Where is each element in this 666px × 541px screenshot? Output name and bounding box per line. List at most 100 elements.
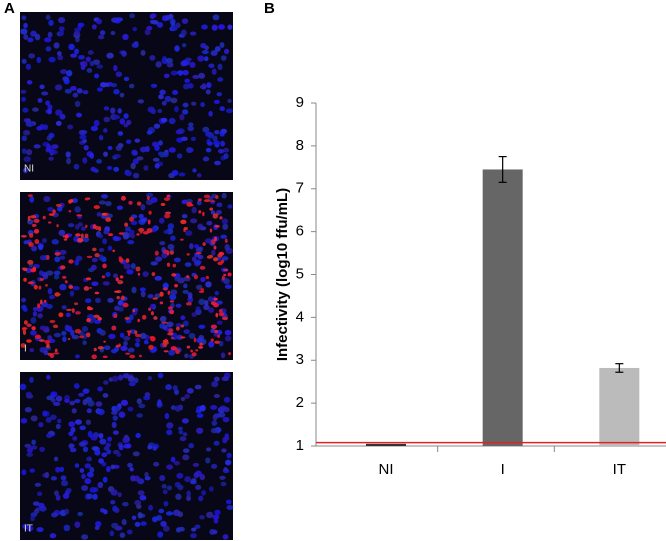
nucleus bbox=[204, 238, 213, 244]
infected-cell bbox=[37, 303, 41, 309]
nucleus bbox=[84, 478, 92, 485]
nucleus bbox=[68, 223, 75, 228]
nucleus bbox=[23, 22, 28, 29]
nucleus bbox=[208, 110, 213, 117]
nucleus bbox=[205, 130, 210, 137]
nucleus bbox=[126, 529, 133, 535]
nucleus bbox=[227, 98, 232, 103]
nucleus bbox=[74, 48, 79, 55]
x-tick-label: NI bbox=[379, 461, 394, 478]
nucleus bbox=[174, 45, 180, 52]
nucleus bbox=[214, 290, 219, 296]
infected-cell bbox=[170, 346, 177, 351]
nucleus bbox=[156, 22, 164, 28]
nucleus bbox=[168, 147, 176, 153]
nucleus bbox=[78, 129, 86, 136]
nucleus bbox=[192, 74, 200, 79]
nucleus bbox=[28, 53, 36, 59]
nucleus bbox=[114, 17, 122, 24]
infected-cell bbox=[168, 328, 174, 333]
nucleus bbox=[68, 421, 76, 428]
nucleus bbox=[80, 60, 88, 68]
nucleus bbox=[93, 319, 102, 324]
infected-cell bbox=[212, 213, 219, 217]
nucleus bbox=[220, 352, 226, 359]
nucleus bbox=[36, 491, 43, 497]
nucleus bbox=[161, 117, 168, 123]
infected-cell bbox=[115, 344, 120, 348]
nucleus bbox=[195, 306, 201, 311]
infected-cell bbox=[209, 228, 213, 233]
infected-cell bbox=[210, 324, 218, 330]
infected-cell bbox=[112, 249, 116, 253]
nucleus bbox=[134, 499, 142, 506]
nucleus bbox=[92, 59, 101, 65]
nucleus bbox=[180, 396, 186, 402]
nucleus bbox=[213, 393, 220, 399]
nucleus bbox=[223, 147, 230, 153]
nucleus bbox=[56, 51, 62, 57]
nucleus bbox=[46, 270, 54, 276]
infected-cell bbox=[200, 288, 205, 292]
infected-cell bbox=[185, 302, 192, 306]
nucleus bbox=[41, 238, 47, 244]
infected-cell bbox=[150, 311, 154, 316]
y-tick-label: 5 bbox=[296, 265, 304, 282]
nucleus bbox=[176, 70, 184, 75]
nucleus bbox=[71, 334, 80, 340]
nucleus bbox=[137, 99, 145, 104]
infected-cell bbox=[21, 267, 27, 270]
nucleus bbox=[98, 458, 104, 464]
nucleus bbox=[89, 152, 95, 159]
nucleus bbox=[96, 64, 104, 69]
nucleus bbox=[221, 218, 229, 225]
nucleus bbox=[180, 136, 188, 142]
infected-cell bbox=[30, 215, 37, 219]
nucleus bbox=[190, 533, 197, 539]
nucleus bbox=[219, 106, 226, 112]
nucleus bbox=[64, 398, 70, 403]
infected-cell bbox=[188, 203, 194, 207]
nucleus bbox=[194, 524, 201, 529]
infected-cell bbox=[183, 227, 189, 231]
infected-cell bbox=[87, 307, 94, 311]
nucleus bbox=[182, 320, 189, 327]
nucleus bbox=[95, 521, 102, 527]
y-tick-label: 1 bbox=[296, 437, 304, 454]
nucleus bbox=[98, 233, 104, 239]
infected-cell bbox=[148, 307, 152, 311]
nucleus bbox=[210, 404, 218, 410]
infected-cell bbox=[102, 355, 108, 359]
infected-cell bbox=[160, 202, 166, 206]
infected-cell bbox=[33, 228, 40, 234]
nucleus bbox=[169, 18, 176, 25]
nucleus bbox=[186, 388, 194, 394]
nucleus bbox=[90, 166, 96, 172]
nucleus bbox=[45, 100, 51, 106]
infected-cell bbox=[26, 323, 32, 327]
nucleus bbox=[168, 349, 176, 356]
nucleus bbox=[169, 293, 177, 301]
nucleus bbox=[219, 42, 225, 48]
nucleus bbox=[166, 464, 174, 470]
nucleus bbox=[136, 398, 142, 405]
infected-cell bbox=[186, 275, 190, 279]
nucleus bbox=[163, 525, 170, 532]
nucleus bbox=[191, 527, 197, 532]
nucleus bbox=[147, 375, 153, 381]
infected-cell bbox=[105, 217, 112, 222]
nucleus bbox=[89, 60, 95, 67]
nucleus bbox=[188, 122, 194, 127]
nucleus bbox=[195, 261, 201, 266]
nucleus bbox=[167, 223, 175, 230]
nucleus bbox=[172, 385, 178, 391]
infected-cell bbox=[209, 200, 216, 203]
nucleus bbox=[225, 499, 232, 505]
nucleus bbox=[81, 326, 89, 332]
nucleus bbox=[50, 414, 57, 420]
nucleus bbox=[198, 298, 206, 306]
infected-cell bbox=[138, 227, 145, 233]
micrograph-bg bbox=[20, 192, 233, 360]
nucleus bbox=[196, 199, 202, 206]
nucleus bbox=[114, 405, 121, 412]
